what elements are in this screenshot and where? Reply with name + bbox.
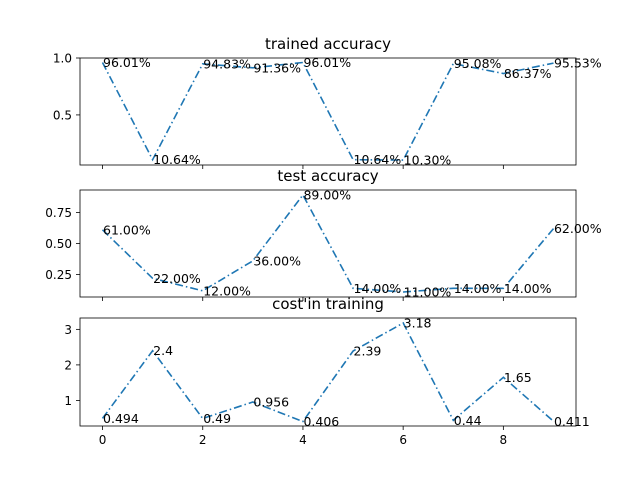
data-label: 91.36% [253, 60, 301, 75]
subplot-title: trained accuracy [265, 35, 391, 53]
subplot-1: trained accuracy 0.5 1.0 96.01% 10.64% 94.83%… [53, 35, 602, 169]
axes-frame [79, 57, 577, 166]
y-tick-label: 0.75 [45, 206, 72, 220]
data-label: 12.00% [203, 283, 251, 298]
x-tick-label: 8 [500, 433, 508, 447]
data-label: 94.83% [203, 56, 251, 71]
data-label: 0.406 [303, 414, 339, 429]
data-label: 61.00% [103, 222, 151, 237]
y-tick-label: 0.25 [45, 268, 72, 282]
data-label: 2.4 [153, 343, 173, 358]
data-label: 36.00% [253, 253, 301, 268]
data-label: 14.00% [354, 281, 402, 296]
y-tick-label: 3 [64, 323, 72, 337]
y-tick-label: 1 [64, 394, 72, 408]
data-label: 0.411 [554, 414, 590, 429]
data-label: 86.37% [504, 66, 552, 81]
data-label: 11.00% [404, 285, 452, 300]
data-label: 14.00% [454, 281, 502, 296]
x-tick-label: 6 [399, 433, 407, 447]
data-label: 3.18 [404, 315, 432, 330]
data-label: 10.64% [153, 152, 201, 167]
data-label: 62.00% [554, 221, 602, 236]
data-label: 0.494 [103, 411, 139, 426]
data-label: 1.65 [504, 370, 532, 385]
subplot-title: cost'in training [272, 295, 384, 313]
data-label: 10.64% [354, 152, 402, 167]
data-label: 22.00% [153, 271, 201, 286]
data-label: 0.44 [454, 413, 482, 428]
axes-frame [79, 317, 577, 427]
axes-frame [79, 189, 577, 298]
series-line [101, 321, 555, 423]
data-label: 2.39 [354, 344, 382, 359]
subplot-3: cost'in training 1 2 3 0 2 4 6 8 0.494 2.4 0.49 0.95… [64, 295, 589, 447]
data-label: 0.49 [203, 411, 231, 426]
data-label: 89.00% [303, 187, 351, 202]
x-tick-label: 0 [99, 433, 107, 447]
data-label: 0.956 [253, 394, 289, 409]
y-tick-label: 0.5 [53, 108, 72, 122]
data-label: 95.08% [454, 56, 502, 71]
data-label: 96.01% [303, 55, 351, 70]
y-tick-label: 2 [64, 358, 72, 372]
data-label: 96.01% [103, 55, 151, 70]
series-line [101, 61, 554, 162]
data-label: 10.30% [404, 153, 452, 168]
subplot-2: test accuracy 0.25 0.50 0.75 61.00% 22.00%12.… [45, 167, 602, 301]
subplot-title: test accuracy [277, 167, 378, 185]
data-label: 14.00% [504, 281, 552, 296]
y-tick-label: 0.50 [45, 237, 72, 251]
x-tick-label: 4 [299, 433, 307, 447]
y-tick-label: 1.0 [53, 52, 72, 66]
data-label: 95.53% [554, 56, 602, 71]
x-tick-label: 2 [199, 433, 207, 447]
series-line [101, 193, 555, 293]
